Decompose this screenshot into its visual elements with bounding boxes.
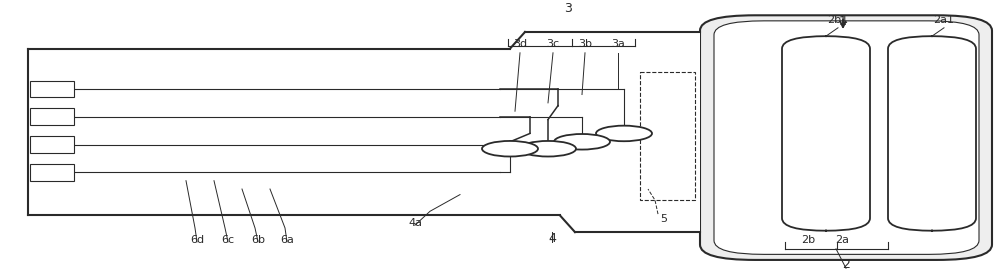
Text: 3a: 3a bbox=[611, 39, 625, 49]
Text: 6c: 6c bbox=[221, 235, 235, 245]
Text: 2: 2 bbox=[842, 258, 850, 271]
Text: 4a: 4a bbox=[408, 218, 422, 228]
Text: 1: 1 bbox=[839, 15, 847, 28]
FancyBboxPatch shape bbox=[700, 15, 992, 260]
Text: 3: 3 bbox=[564, 2, 572, 15]
Text: 5: 5 bbox=[660, 214, 667, 224]
Circle shape bbox=[554, 134, 610, 150]
Circle shape bbox=[520, 141, 576, 157]
Text: 3c: 3c bbox=[546, 39, 560, 49]
Bar bbox=[30, 108, 74, 125]
Circle shape bbox=[596, 126, 652, 141]
Bar bbox=[640, 72, 695, 200]
Bar bbox=[30, 81, 74, 97]
Text: 3b: 3b bbox=[578, 39, 592, 49]
Text: 4: 4 bbox=[548, 232, 556, 245]
Circle shape bbox=[482, 141, 538, 157]
Bar bbox=[30, 136, 74, 153]
Text: 6d: 6d bbox=[190, 235, 204, 245]
Text: 2b1: 2b1 bbox=[827, 15, 849, 25]
Polygon shape bbox=[28, 32, 700, 232]
Text: 6a: 6a bbox=[280, 235, 294, 245]
FancyBboxPatch shape bbox=[782, 36, 870, 231]
Text: 2a: 2a bbox=[835, 235, 849, 245]
Text: 2a1: 2a1 bbox=[934, 15, 954, 25]
FancyBboxPatch shape bbox=[888, 36, 976, 231]
Text: 3d: 3d bbox=[513, 39, 527, 49]
Bar bbox=[30, 164, 74, 181]
FancyBboxPatch shape bbox=[714, 21, 979, 254]
Text: 6b: 6b bbox=[251, 235, 265, 245]
Text: 2b: 2b bbox=[801, 235, 815, 245]
